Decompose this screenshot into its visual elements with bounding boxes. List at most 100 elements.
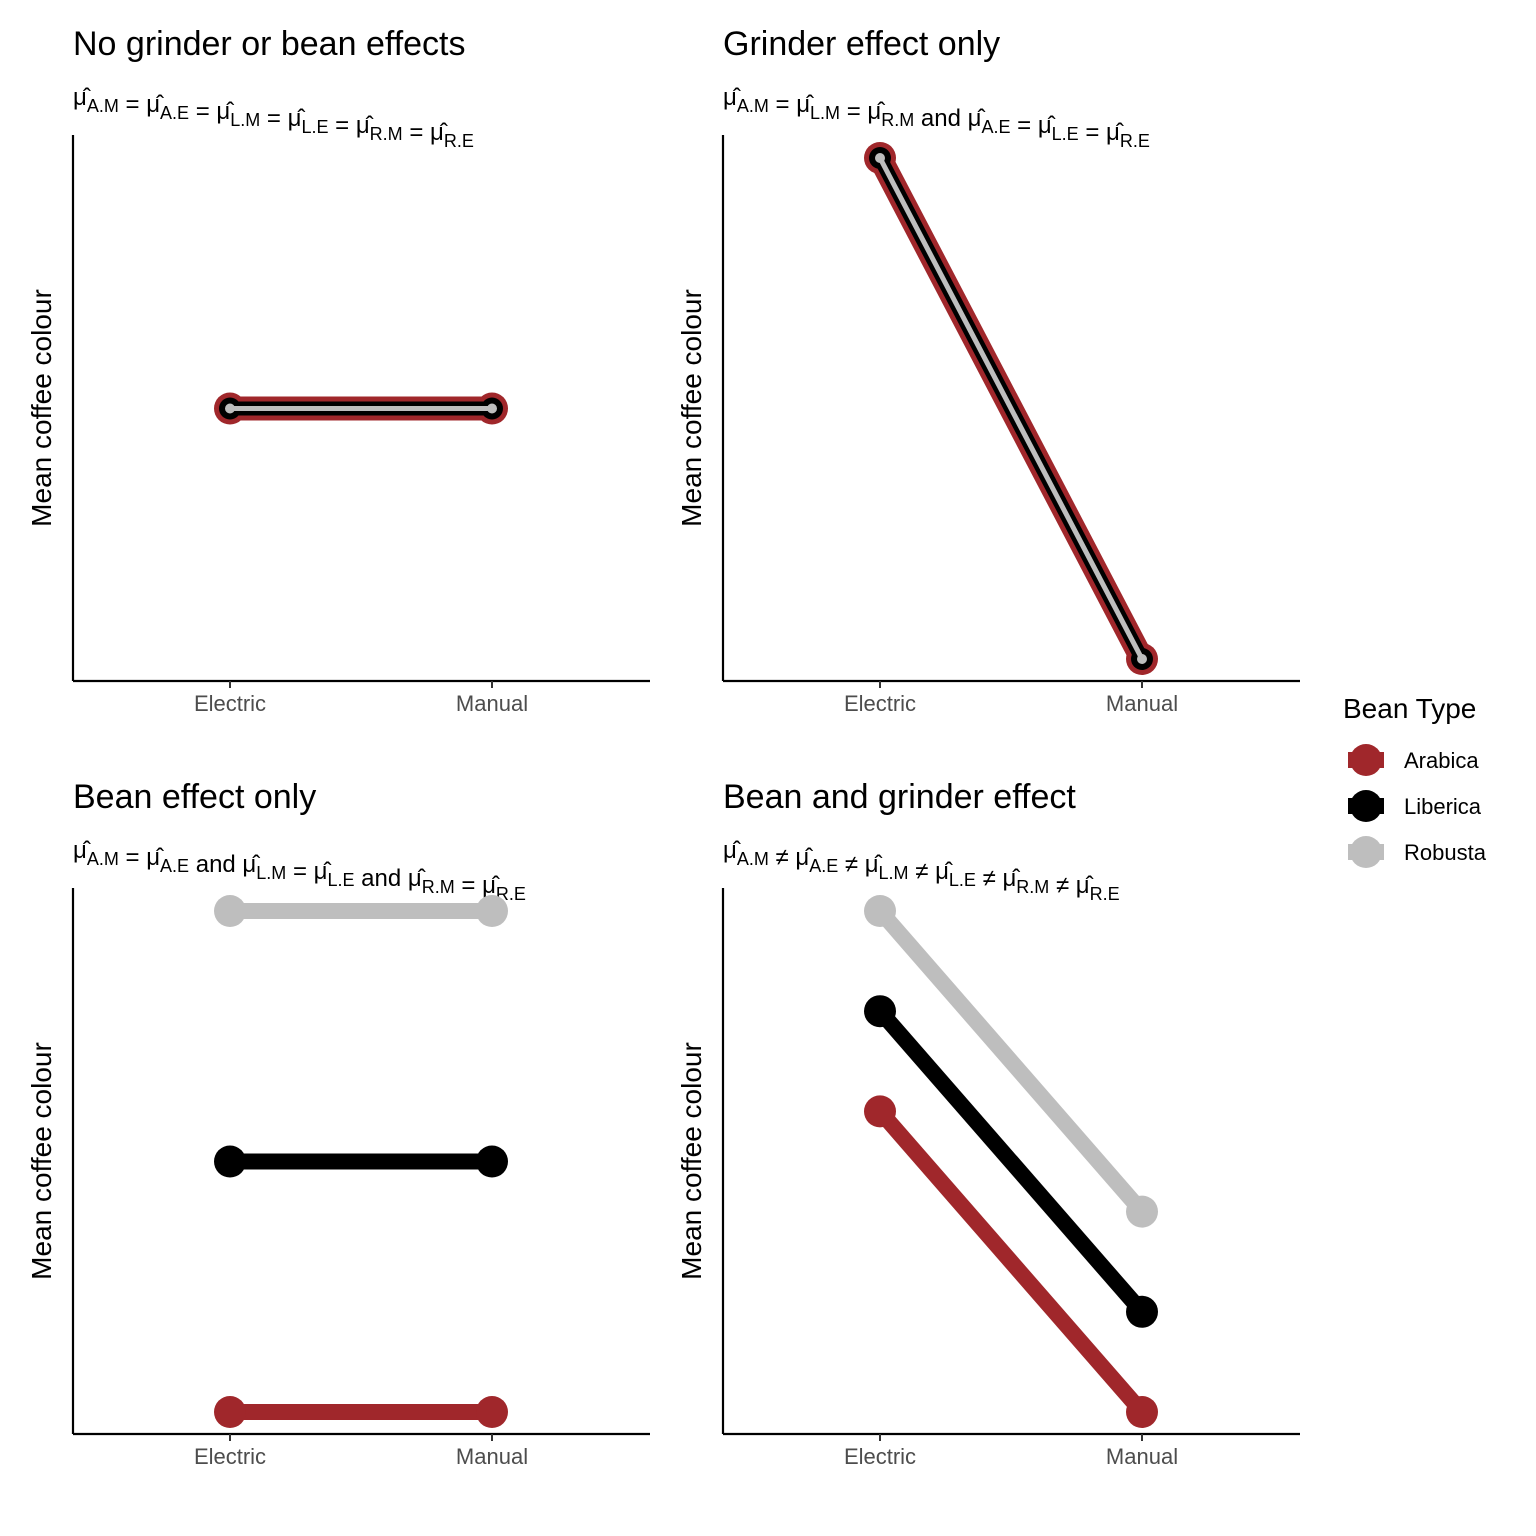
- subtitle-part: = μ̂: [403, 119, 448, 146]
- subtitle-part: and μ̂: [189, 851, 260, 878]
- data-point: [875, 153, 885, 163]
- series-line: [873, 905, 1149, 1217]
- data-point: [1126, 1396, 1158, 1428]
- x-tick-label: Electric: [844, 1444, 916, 1469]
- legend-key-point: [1350, 744, 1382, 776]
- panel-subtitle: μ̂A.M = μ̂A.E and μ̂L.M = μ̂L.E and μ̂R.…: [73, 837, 526, 904]
- subtitle-subscript: R.M: [881, 110, 914, 130]
- data-point: [214, 1396, 246, 1428]
- legend: Bean Type Arabica Liberica Robusta: [1343, 693, 1487, 868]
- series-robusta: [864, 895, 1158, 1228]
- data-point: [214, 1145, 246, 1178]
- panel-title: Bean and grinder effect: [723, 778, 1076, 816]
- series-liberica: [864, 995, 1158, 1328]
- panel-subtitle: μ̂A.M ≠ μ̂A.E ≠ μ̂L.M ≠ μ̂L.E ≠ μ̂R.M ≠ …: [723, 837, 1120, 904]
- subtitle-part: = μ̂: [1079, 119, 1124, 146]
- subtitle-subscript: R.M: [1016, 877, 1049, 897]
- subtitle-subscript: A.M: [87, 849, 119, 869]
- legend-title: Bean Type: [1343, 693, 1476, 724]
- series-line: [877, 156, 1145, 661]
- subtitle-part: = μ̂: [1010, 112, 1055, 139]
- subtitle-subscript: A.M: [737, 96, 769, 116]
- legend-label: Robusta: [1404, 840, 1487, 865]
- subtitle-subscript: R.E: [1090, 884, 1120, 904]
- subtitle-part: μ̂: [723, 84, 741, 111]
- subtitle-subscript: A.E: [160, 856, 189, 876]
- subtitle-part: = μ̂: [840, 98, 885, 125]
- series-line: [873, 1005, 1149, 1318]
- x-tick-label: Manual: [1106, 691, 1178, 716]
- data-point: [1126, 1295, 1158, 1328]
- subtitle-subscript: L.E: [949, 870, 976, 890]
- data-point: [864, 895, 896, 927]
- subtitle-part: = μ̂: [260, 105, 305, 132]
- subtitle-part: = μ̂: [769, 91, 814, 118]
- subtitle-part: ≠ μ̂: [976, 865, 1020, 892]
- legend-key-point: [1350, 790, 1382, 822]
- data-point: [225, 403, 235, 414]
- legend-key-point: [1350, 836, 1382, 868]
- series-robusta: [214, 895, 508, 927]
- panel-subtitle: μ̂A.M = μ̂L.M = μ̂R.M and μ̂A.E = μ̂L.E …: [723, 84, 1150, 151]
- y-axis-label: Mean coffee colour: [26, 289, 57, 527]
- legend-entry-robusta: Robusta: [1348, 836, 1487, 868]
- subtitle-subscript: A.E: [981, 117, 1010, 137]
- subtitle-subscript: L.M: [256, 863, 286, 883]
- subtitle-part: = μ̂: [189, 98, 234, 125]
- x-tick-label: Electric: [194, 691, 266, 716]
- subtitle-subscript: L.M: [879, 863, 909, 883]
- data-point: [476, 1145, 508, 1178]
- subtitle-part: = μ̂: [455, 872, 500, 899]
- subtitle-subscript: L.E: [301, 117, 328, 137]
- subtitle-part: = μ̂: [328, 112, 373, 139]
- subtitle-part: = μ̂: [119, 91, 164, 118]
- legend-entry-arabica: Arabica: [1348, 744, 1479, 776]
- subtitle-subscript: L.M: [810, 103, 840, 123]
- subtitle-subscript: R.M: [422, 877, 455, 897]
- series-arabica: [214, 1396, 508, 1428]
- data-point: [487, 403, 497, 414]
- subtitle-subscript: A.E: [809, 856, 838, 876]
- x-tick-label: Electric: [194, 1444, 266, 1469]
- subtitle-part: ≠ μ̂: [769, 844, 813, 871]
- subtitle-subscript: A.M: [737, 849, 769, 869]
- panel-title: Bean effect only: [73, 778, 316, 816]
- x-tick-label: Electric: [844, 691, 916, 716]
- legend-label: Arabica: [1404, 748, 1479, 773]
- subtitle-subscript: A.E: [160, 103, 189, 123]
- data-point: [864, 1095, 896, 1128]
- subtitle-subscript: R.E: [496, 884, 526, 904]
- legend-label: Liberica: [1404, 794, 1482, 819]
- subtitle-subscript: L.E: [1052, 124, 1079, 144]
- data-point: [214, 895, 246, 927]
- subtitle-part: = μ̂: [286, 858, 331, 885]
- subtitle-subscript: R.E: [1120, 131, 1150, 151]
- series-robusta: [225, 403, 497, 414]
- y-axis-label: Mean coffee colour: [26, 1042, 57, 1280]
- subtitle-part: ≠ μ̂: [838, 851, 882, 878]
- subtitle-part: ≠ μ̂: [909, 858, 953, 885]
- data-point: [476, 1396, 508, 1428]
- subtitle-subscript: L.M: [230, 110, 260, 130]
- panel-title: Grinder effect only: [723, 25, 1000, 63]
- y-axis-label: Mean coffee colour: [676, 289, 707, 527]
- subtitle-part: and μ̂: [914, 105, 985, 132]
- legend-entry-liberica: Liberica: [1348, 790, 1482, 822]
- subtitle-part: = μ̂: [119, 844, 164, 871]
- x-tick-label: Manual: [456, 1444, 528, 1469]
- data-point: [1137, 654, 1147, 664]
- subtitle-part: μ̂: [73, 84, 91, 111]
- panel-title: No grinder or bean effects: [73, 25, 466, 63]
- subtitle-subscript: A.M: [87, 96, 119, 116]
- subtitle-subscript: L.E: [327, 870, 354, 890]
- x-tick-label: Manual: [1106, 1444, 1178, 1469]
- series-robusta: [875, 153, 1147, 664]
- x-tick-label: Manual: [456, 691, 528, 716]
- subtitle-part: μ̂: [73, 837, 91, 864]
- subtitle-subscript: R.M: [370, 124, 403, 144]
- series-liberica: [214, 1145, 508, 1178]
- panel-4: Bean and grinder effect μ̂A.M ≠ μ̂A.E ≠ μ…: [676, 778, 1300, 1469]
- data-point: [476, 895, 508, 927]
